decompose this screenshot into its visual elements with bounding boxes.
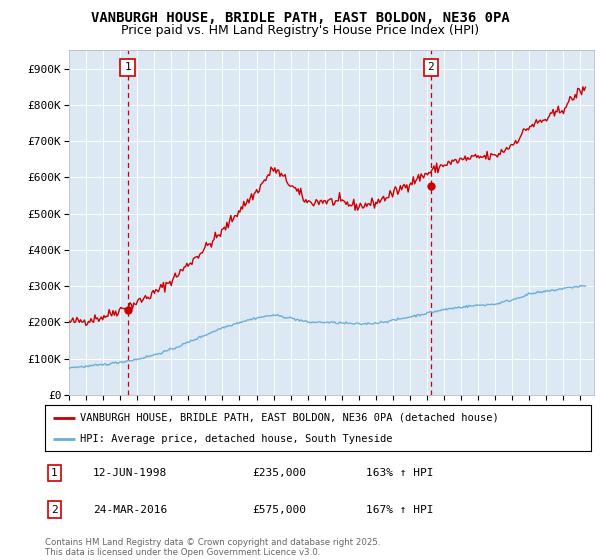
Text: 163% ↑ HPI: 163% ↑ HPI	[366, 468, 433, 478]
Text: VANBURGH HOUSE, BRIDLE PATH, EAST BOLDON, NE36 0PA (detached house): VANBURGH HOUSE, BRIDLE PATH, EAST BOLDON…	[80, 413, 499, 423]
Text: 12-JUN-1998: 12-JUN-1998	[93, 468, 167, 478]
Text: £575,000: £575,000	[252, 505, 306, 515]
Text: Contains HM Land Registry data © Crown copyright and database right 2025.
This d: Contains HM Land Registry data © Crown c…	[45, 538, 380, 557]
Text: 1: 1	[124, 63, 131, 72]
Text: HPI: Average price, detached house, South Tyneside: HPI: Average price, detached house, Sout…	[80, 435, 393, 444]
Text: 2: 2	[427, 63, 434, 72]
Text: 2: 2	[51, 505, 58, 515]
Text: 24-MAR-2016: 24-MAR-2016	[93, 505, 167, 515]
Text: VANBURGH HOUSE, BRIDLE PATH, EAST BOLDON, NE36 0PA: VANBURGH HOUSE, BRIDLE PATH, EAST BOLDON…	[91, 11, 509, 25]
Text: 1: 1	[51, 468, 58, 478]
Text: Price paid vs. HM Land Registry's House Price Index (HPI): Price paid vs. HM Land Registry's House …	[121, 24, 479, 37]
Text: £235,000: £235,000	[252, 468, 306, 478]
Text: 167% ↑ HPI: 167% ↑ HPI	[366, 505, 433, 515]
